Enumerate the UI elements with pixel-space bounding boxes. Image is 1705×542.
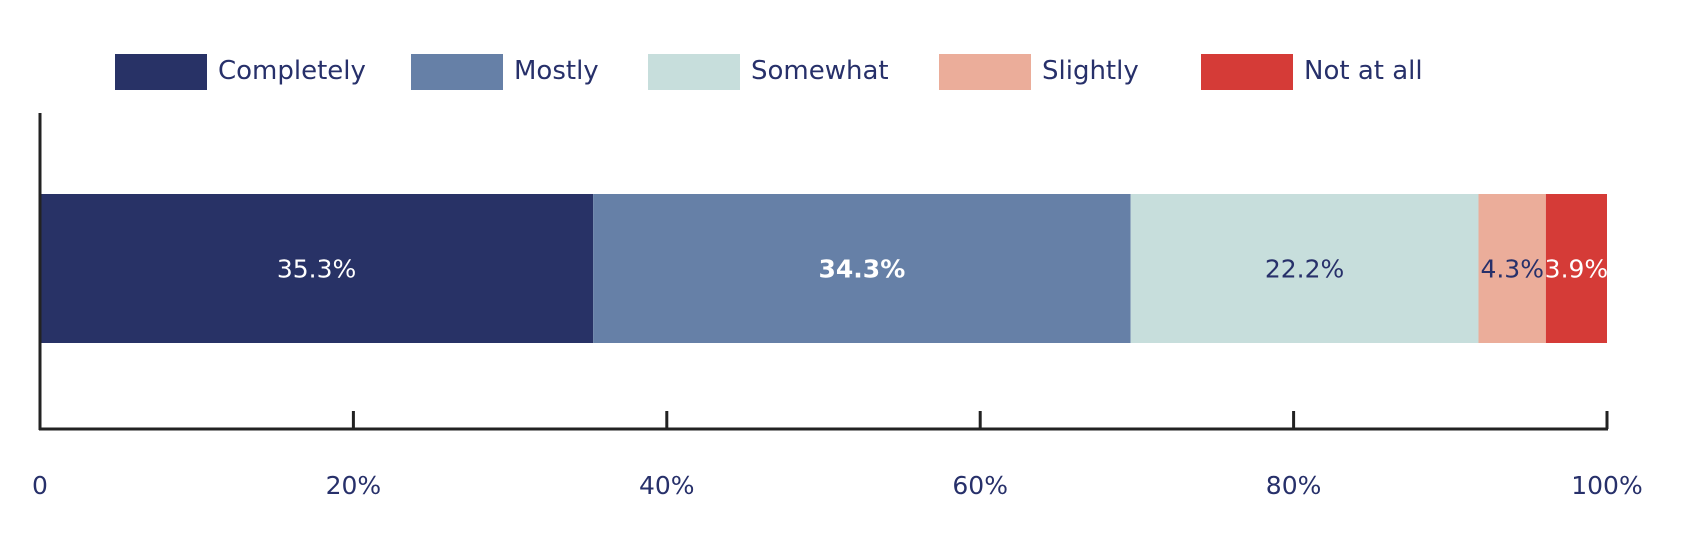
legend-swatch [115, 54, 207, 90]
legend-label: Somewhat [751, 56, 889, 86]
x-tick-label: 60% [952, 471, 1008, 500]
data-label: 22.2% [1265, 255, 1344, 284]
legend-swatch [939, 54, 1031, 90]
legend-label: Completely [218, 56, 366, 86]
bar-segment [1130, 194, 1479, 343]
data-label: 35.3% [277, 255, 356, 284]
bar-segment [1545, 194, 1607, 343]
bar-segment [593, 194, 1131, 343]
x-tick-label: 0 [32, 471, 48, 500]
data-label: 3.9% [1545, 255, 1609, 284]
legend-swatch [648, 54, 740, 90]
bar-segment [1478, 194, 1546, 343]
x-tick-label: 20% [326, 471, 382, 500]
x-tick-label: 80% [1266, 471, 1322, 500]
legend-swatch [1201, 54, 1293, 90]
legend-label: Not at all [1304, 56, 1423, 86]
legend-label: Mostly [514, 56, 599, 86]
legend-label: Slightly [1042, 56, 1139, 86]
data-label: 4.3% [1480, 255, 1544, 284]
bar-segment [40, 194, 594, 343]
legend-swatch [411, 54, 503, 90]
x-tick-label: 100% [1571, 471, 1642, 500]
x-tick-label: 40% [639, 471, 695, 500]
data-label: 34.3% [819, 255, 906, 284]
